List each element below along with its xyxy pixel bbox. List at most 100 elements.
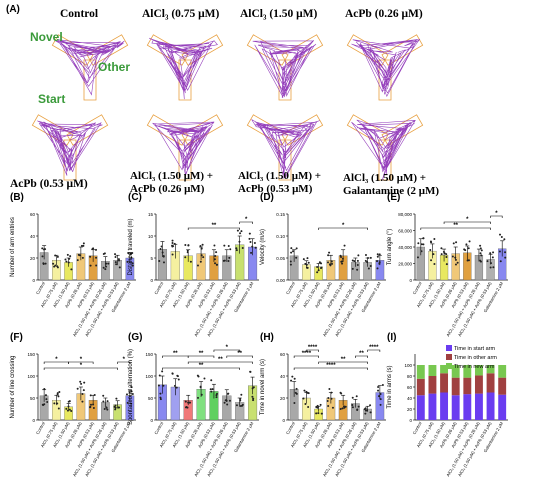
data-point: [293, 402, 296, 405]
data-point: [57, 395, 60, 398]
stacked-bar-segment: [451, 377, 460, 396]
data-point: [379, 403, 382, 406]
data-point: [79, 380, 82, 383]
data-point: [186, 249, 189, 252]
y-tick-label: 40: [280, 374, 286, 379]
data-point: [118, 406, 121, 409]
data-point: [173, 384, 176, 387]
data-point: [211, 388, 214, 391]
data-point: [500, 235, 503, 238]
stacked-bar-segment: [440, 373, 449, 393]
data-point: [235, 404, 238, 407]
stacked-bar-segment: [451, 365, 460, 378]
data-point: [479, 247, 482, 250]
data-point: [239, 399, 242, 402]
data-point: [184, 256, 187, 259]
data-point: [486, 260, 489, 263]
y-maze-2: [146, 34, 224, 101]
data-point: [416, 256, 419, 259]
data-point: [433, 238, 436, 241]
x-tick-label: Control: [35, 421, 46, 435]
data-point: [68, 257, 71, 260]
data-point: [503, 238, 506, 241]
significance-label: ****: [326, 363, 336, 369]
data-point: [41, 255, 44, 258]
y-maze-6: [146, 114, 224, 181]
data-point: [249, 240, 252, 243]
significance-bracket: [318, 227, 368, 230]
data-point: [252, 397, 255, 400]
x-tick-label: Control: [153, 281, 164, 295]
maze-arm: [178, 59, 192, 101]
data-point: [80, 244, 83, 247]
y-tick-label: 80,000: [398, 212, 412, 217]
data-point: [81, 392, 84, 395]
data-point: [292, 250, 295, 253]
stacked-bar-segment: [440, 365, 449, 374]
data-point: [290, 247, 293, 250]
data-point: [420, 243, 423, 246]
data-point: [187, 401, 190, 404]
y-tick-label: 0.10: [276, 234, 285, 239]
data-point: [369, 404, 372, 407]
data-point: [304, 262, 307, 265]
significance-label: ****: [308, 345, 318, 351]
data-point: [223, 401, 226, 404]
significance-bracket: [490, 215, 503, 218]
data-point: [127, 252, 130, 255]
stacked-bar-segment: [463, 365, 472, 378]
data-point: [157, 384, 160, 387]
data-point: [228, 256, 231, 259]
data-point: [215, 251, 218, 254]
data-point: [106, 408, 109, 411]
maze-track: [149, 37, 218, 100]
data-point: [44, 394, 47, 397]
data-point: [54, 254, 57, 257]
data-point: [328, 387, 331, 390]
data-point: [238, 240, 241, 243]
data-point: [369, 411, 372, 414]
data-point: [106, 400, 109, 403]
data-point: [213, 258, 216, 261]
data-point: [105, 262, 108, 265]
y-tick-label: 150: [27, 352, 35, 357]
maze-label-alcl3-075: AlCl₃ (0.75 μM): [142, 8, 220, 20]
stacked-bar-segment: [498, 394, 507, 420]
data-point: [331, 406, 334, 409]
data-point: [330, 391, 333, 394]
data-point: [307, 392, 310, 395]
data-point: [432, 253, 435, 256]
data-point: [499, 233, 502, 236]
maze-arm: [63, 139, 77, 181]
data-point: [225, 399, 228, 402]
data-point: [226, 403, 229, 406]
data-point: [114, 256, 117, 259]
data-point: [118, 266, 121, 269]
data-point: [215, 396, 218, 399]
data-point: [215, 263, 218, 266]
maze-arm: [146, 114, 189, 146]
maze-arm: [246, 34, 289, 66]
y-maze-7: [246, 114, 324, 181]
data-point: [504, 251, 507, 254]
data-point: [240, 230, 243, 233]
data-point: [58, 390, 61, 393]
legend-swatch: [446, 345, 452, 351]
data-point: [364, 253, 367, 256]
data-point: [330, 397, 333, 400]
data-point: [330, 260, 333, 263]
data-point: [176, 375, 179, 378]
data-point: [369, 256, 372, 259]
data-point: [344, 405, 347, 408]
data-point: [351, 259, 354, 262]
data-point: [93, 393, 96, 396]
data-point: [355, 395, 358, 398]
data-point: [357, 254, 360, 257]
maze-label-alcl3-acpb-053: AlCl₃ (1.50 μM) + AcPb (0.53 μM): [238, 170, 322, 195]
data-point: [41, 247, 44, 250]
data-point: [328, 263, 331, 266]
panel-letter: (D): [260, 192, 274, 203]
data-point: [366, 261, 369, 264]
y-tick-label: 20: [30, 256, 36, 261]
data-point: [67, 405, 70, 408]
